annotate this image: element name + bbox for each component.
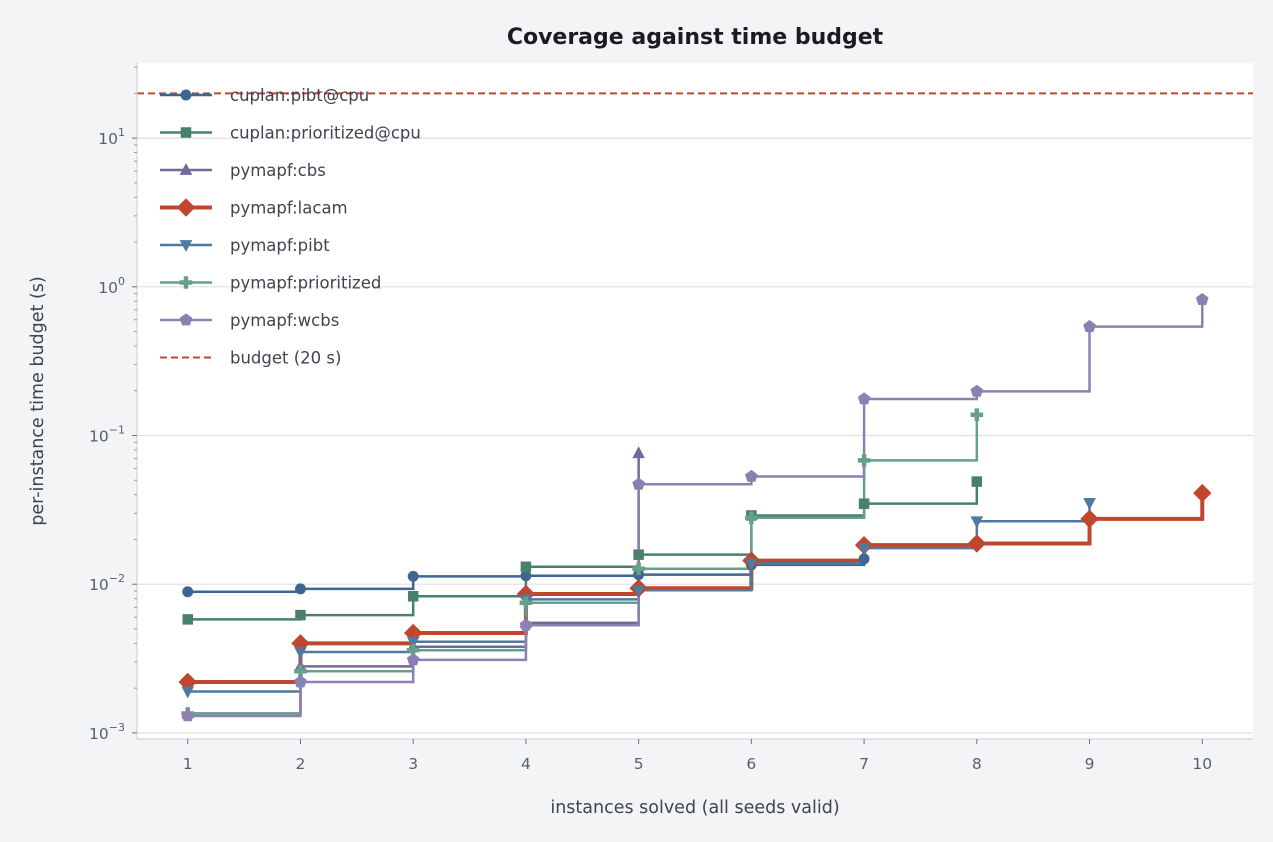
data-point [745, 469, 758, 482]
data-point [182, 614, 193, 625]
y-tick-label: 10−1 [89, 424, 125, 446]
data-point [633, 549, 644, 560]
data-point [632, 477, 645, 490]
data-point [1080, 509, 1099, 529]
legend-label: pymapf:lacam [230, 199, 348, 218]
y-axis-label: per-instance time budget (s) [28, 276, 48, 525]
legend-label: cuplan:prioritized@cpu [230, 124, 421, 143]
data-point [176, 198, 196, 217]
legend-label: budget (20 s) [230, 349, 341, 368]
x-tick-label: 7 [859, 755, 869, 773]
series-line [187, 299, 1204, 718]
data-point [858, 498, 870, 509]
y-tick-label: 101 [98, 126, 125, 148]
data-point [294, 664, 307, 678]
data-point [180, 127, 192, 138]
data-point [295, 609, 306, 621]
data-point [181, 709, 195, 722]
data-point [967, 534, 987, 553]
data-point [516, 584, 536, 604]
data-point [858, 553, 870, 565]
data-point [745, 558, 758, 571]
grid-lines [137, 137, 1253, 734]
legend: cuplan:pibt@cpu cuplan:prioritized@cpu pym… [160, 86, 421, 368]
data-point [407, 570, 419, 582]
data-point [519, 596, 533, 610]
x-tick-label: 4 [521, 755, 531, 773]
x-tick-label: 5 [634, 755, 644, 773]
x-tick-label: 1 [183, 755, 193, 773]
data-point [179, 276, 193, 289]
data-point [179, 163, 193, 175]
data-point [1083, 320, 1096, 332]
data-point [632, 446, 645, 459]
y-tick-label: 10−3 [89, 721, 125, 743]
data-point [294, 647, 307, 660]
x-tick-label: 2 [296, 755, 306, 773]
data-point [857, 543, 871, 556]
data-point [857, 454, 871, 467]
axes: 1 2 3 4 5 6 7 8 9 10 10−3 10−2 10−1 100 101 [89, 63, 1253, 773]
y-tick-label: 10−2 [89, 572, 125, 594]
legend-label: pymapf:pibt [230, 236, 330, 255]
data-point [406, 636, 420, 649]
data-point [632, 562, 645, 576]
x-tick-label: 3 [408, 755, 418, 773]
data-point [971, 476, 983, 487]
data-point [294, 675, 307, 688]
data-point [180, 89, 192, 101]
plot-area [137, 63, 1253, 739]
data-point [970, 408, 984, 422]
x-tick-label: 9 [1085, 755, 1095, 773]
data-point [1195, 293, 1209, 305]
data-point [1193, 483, 1212, 503]
x-tick-label: 8 [972, 755, 982, 773]
x-axis-label: instances solved (all seeds valid) [550, 798, 839, 818]
series-markers [178, 293, 1212, 722]
legend-label: pymapf:cbs [230, 161, 326, 180]
legend-label: pymapf:wcbs [230, 311, 339, 330]
x-tick-label: 10 [1192, 755, 1212, 773]
data-point [520, 570, 532, 582]
data-point [181, 686, 195, 699]
legend-label: cuplan:pibt@cpu [230, 86, 369, 105]
x-tick-label: 6 [746, 755, 756, 773]
data-point [407, 590, 419, 602]
data-point [179, 240, 193, 252]
data-point [970, 516, 984, 529]
data-point [857, 392, 871, 405]
chart-title: Coverage against time budget [507, 25, 884, 50]
data-point [294, 583, 306, 595]
data-point [632, 585, 645, 598]
data-point [1083, 498, 1096, 510]
data-point [970, 384, 984, 397]
data-point [519, 618, 533, 631]
data-point [745, 511, 758, 525]
data-point [179, 313, 193, 326]
data-point [406, 643, 420, 657]
data-point [406, 653, 420, 666]
y-tick-label: 100 [98, 275, 125, 297]
data-point [520, 561, 532, 573]
data-point [182, 586, 194, 598]
legend-label: pymapf:prioritized [230, 274, 381, 293]
